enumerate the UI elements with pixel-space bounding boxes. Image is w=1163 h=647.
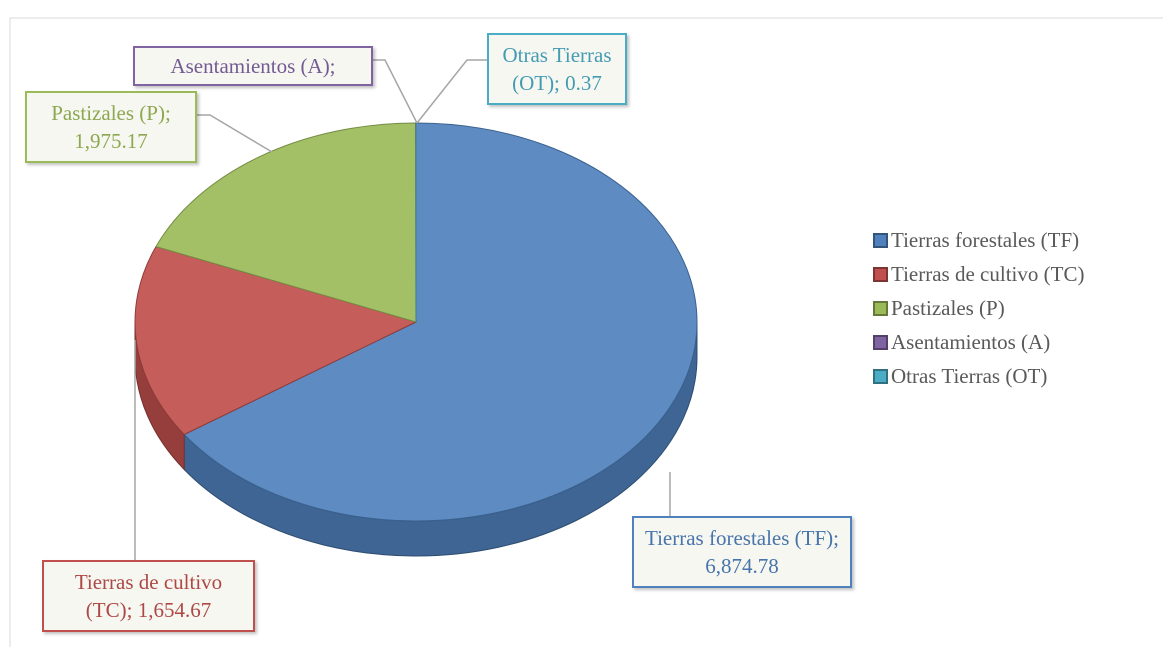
legend-label: Tierras forestales (TF) (891, 228, 1080, 252)
pie-tops (134, 122, 698, 522)
legend-label: Asentamientos (A) (891, 330, 1051, 354)
data-label: Tierras forestales (TF); 6,874.78 (632, 516, 852, 588)
legend-entry: Pastizales (P) (873, 296, 1005, 321)
legend-entry: Otras Tierras (OT) (873, 364, 1047, 389)
data-label: Pastizales (P); 1,975.17 (25, 91, 197, 163)
pie-slice (134, 245, 418, 436)
legend-swatch (873, 335, 888, 350)
data-label: Asentamientos (A); (133, 46, 373, 86)
leader-lines (134, 59, 671, 560)
pie-slice (183, 122, 698, 522)
legend-swatch (873, 369, 888, 384)
data-label: Otras Tierras (OT); 0.37 (487, 33, 627, 105)
pie-slice (155, 122, 417, 323)
leader-line (373, 59, 418, 124)
leader-line (416, 59, 487, 124)
legend-entry: Tierras de cultivo (TC) (873, 262, 1084, 287)
data-label: Tierras de cultivo (TC); 1,654.67 (42, 560, 255, 632)
chart-frame (9, 17, 1163, 647)
legend-entry: Tierras forestales (TF) (873, 228, 1079, 253)
legend-swatch (873, 233, 888, 248)
legend-swatch (873, 301, 888, 316)
legend-label: Tierras de cultivo (TC) (891, 262, 1085, 286)
legend-swatch (873, 267, 888, 282)
legend-label: Pastizales (P) (891, 296, 1005, 320)
leader-line (197, 114, 273, 153)
legend-entry: Asentamientos (A) (873, 330, 1050, 355)
legend-label: Otras Tierras (OT) (891, 364, 1048, 388)
